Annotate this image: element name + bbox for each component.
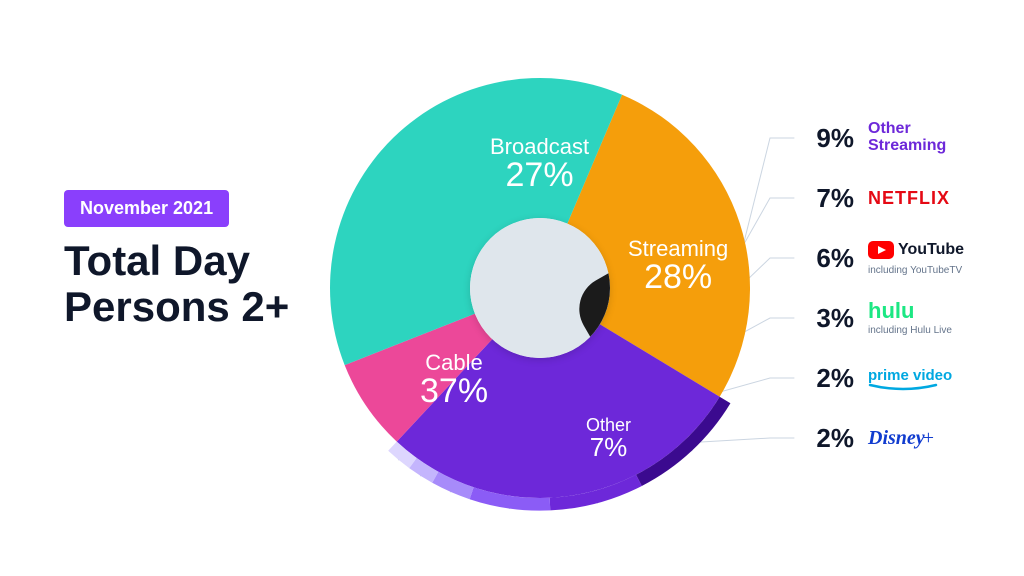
legend-logo: prime video xyxy=(868,365,952,391)
legend-sub: including Hulu Live xyxy=(868,325,952,336)
title-line-2: Persons 2+ xyxy=(64,283,289,330)
legend-label: NETFLIX xyxy=(868,189,950,207)
legend-row-4: 2% prime video xyxy=(800,348,1010,408)
legend-logo: Other Streaming xyxy=(868,121,988,155)
legend-label: Other Streaming xyxy=(868,121,988,155)
center-image xyxy=(470,218,610,358)
legend-pct: 3% xyxy=(800,303,854,334)
date-badge: November 2021 xyxy=(64,190,229,227)
title-line-1: Total Day xyxy=(64,237,250,284)
legend-logo: YouTube xyxy=(868,241,964,262)
legend-pct: 2% xyxy=(800,423,854,454)
legend-label: hulu including Hulu Live xyxy=(868,300,952,336)
legend-pct: 6% xyxy=(800,243,854,274)
legend-pct: 2% xyxy=(800,363,854,394)
legend-label: YouTube including YouTubeTV xyxy=(868,241,964,276)
legend-label: Disney+ xyxy=(868,428,934,448)
legend-pct: 9% xyxy=(800,123,854,154)
legend-logo: Disney+ xyxy=(868,428,934,448)
legend-row-5: 2% Disney+ xyxy=(800,408,1010,468)
legend-logo: NETFLIX xyxy=(868,189,950,207)
legend-pct: 7% xyxy=(800,183,854,214)
streaming-legend: 9% Other Streaming 7% NETFLIX 6% YouTube… xyxy=(800,108,1010,468)
pie-chart: Broadcast27%Streaming28%Other7%Cable37% xyxy=(310,58,770,518)
legend-row-1: 7% NETFLIX xyxy=(800,168,1010,228)
legend-sub: including YouTubeTV xyxy=(868,265,964,276)
infographic-root: November 2021 Total Day Persons 2+ Broad… xyxy=(0,0,1024,576)
remote-illustration-icon xyxy=(470,218,610,358)
legend-row-2: 6% YouTube including YouTubeTV xyxy=(800,228,1010,288)
chart-title: Total Day Persons 2+ xyxy=(64,238,289,330)
legend-row-0: 9% Other Streaming xyxy=(800,108,1010,168)
legend-label: prime video xyxy=(868,365,952,391)
legend-row-3: 3% hulu including Hulu Live xyxy=(800,288,1010,348)
legend-logo: hulu xyxy=(868,300,952,322)
